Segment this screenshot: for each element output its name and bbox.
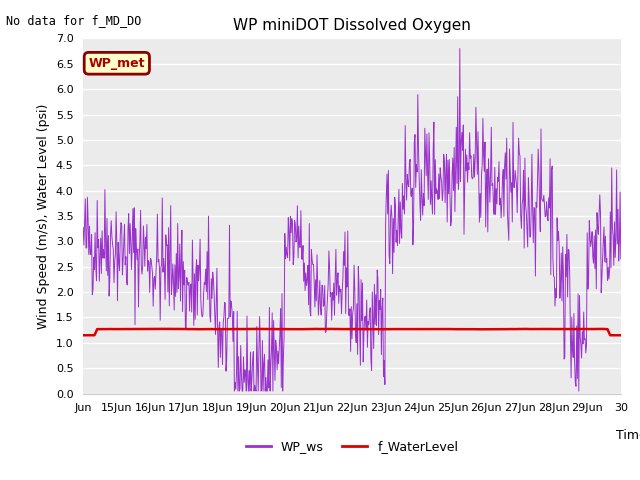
Text: WP_met: WP_met [88,57,145,70]
X-axis label: Time: Time [616,429,640,442]
Title: WP miniDOT Dissolved Oxygen: WP miniDOT Dissolved Oxygen [233,18,471,33]
Text: No data for f_MD_DO: No data for f_MD_DO [6,14,142,27]
Y-axis label: Wind Speed (m/s), Water Level (psi): Wind Speed (m/s), Water Level (psi) [37,103,50,329]
Legend: WP_ws, f_WaterLevel: WP_ws, f_WaterLevel [241,435,463,458]
